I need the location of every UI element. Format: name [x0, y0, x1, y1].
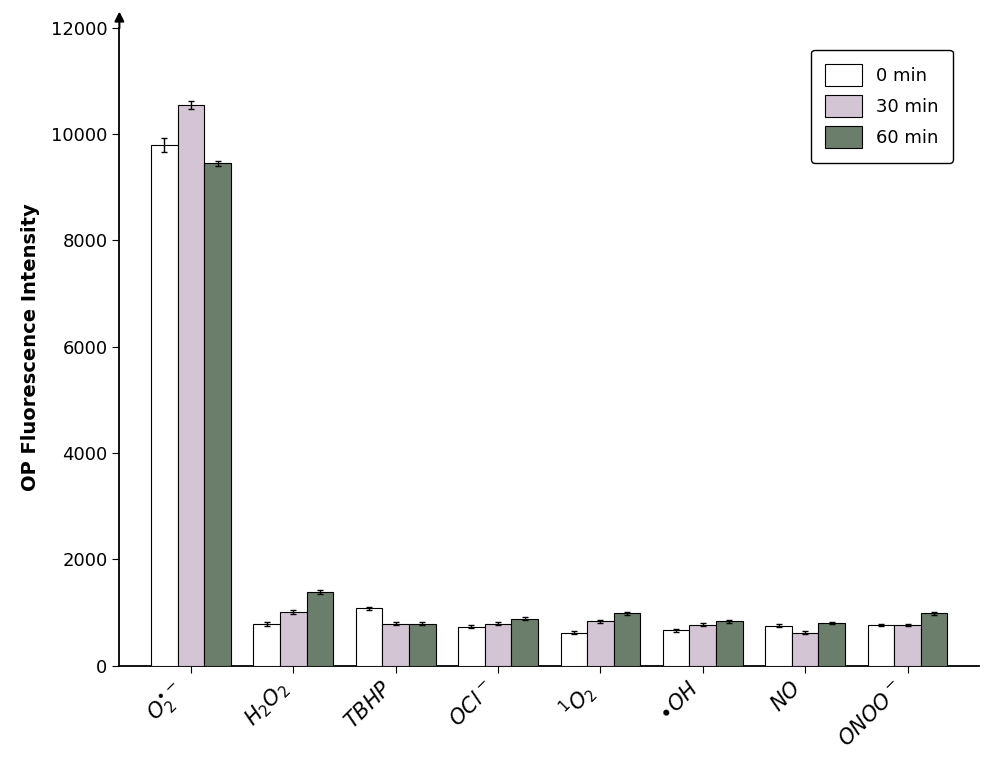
Bar	[382, 624, 409, 665]
Bar	[178, 105, 204, 665]
Bar	[614, 614, 640, 665]
Bar	[511, 619, 538, 665]
Bar	[663, 631, 689, 665]
Bar	[587, 621, 614, 665]
Legend: 0 min, 30 min, 60 min: 0 min, 30 min, 60 min	[811, 49, 953, 163]
Bar	[921, 614, 947, 665]
Bar	[356, 608, 382, 665]
Bar	[307, 592, 333, 665]
Bar	[253, 624, 280, 665]
Bar	[409, 624, 436, 665]
Bar	[818, 623, 845, 665]
Bar	[689, 625, 716, 665]
Bar	[485, 624, 511, 665]
Y-axis label: OP Fluorescence Intensity: OP Fluorescence Intensity	[21, 203, 40, 490]
Bar	[204, 163, 231, 665]
Bar	[458, 627, 485, 665]
Bar	[716, 621, 743, 665]
Bar	[868, 625, 894, 665]
Bar	[561, 632, 587, 665]
Bar	[792, 632, 818, 665]
Bar	[894, 625, 921, 665]
Bar	[151, 145, 178, 665]
Bar	[765, 625, 792, 665]
Bar	[280, 612, 307, 665]
